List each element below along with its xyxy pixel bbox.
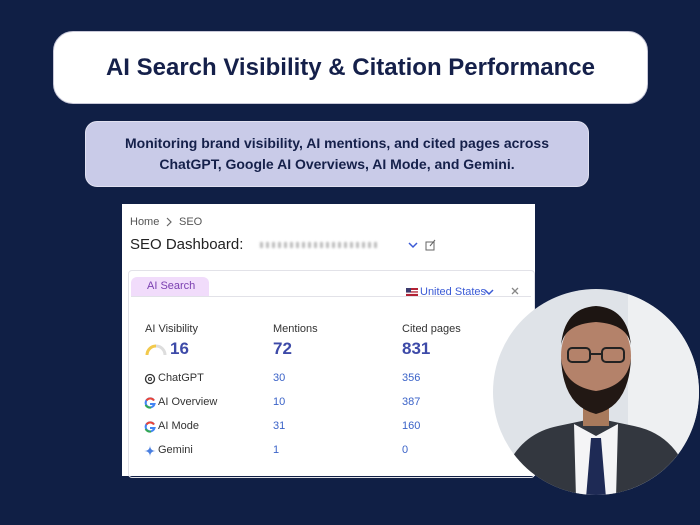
google-icon (144, 421, 156, 433)
column-header: Mentions (273, 323, 318, 335)
mentions[interactable]: 10 (273, 396, 286, 408)
mentions[interactable]: 1 (273, 444, 280, 456)
total: 16 (170, 339, 189, 358)
mentions[interactable]: 31 (273, 420, 286, 432)
row-name: Gemini (158, 444, 193, 456)
tab[interactable] (131, 277, 209, 296)
total: 72 (273, 339, 292, 358)
chatgpt-icon (144, 373, 156, 385)
divider (131, 296, 531, 297)
cited[interactable]: 0 (402, 444, 409, 456)
portrait (493, 289, 699, 495)
gemini-icon (144, 445, 156, 457)
total: 831 (402, 339, 431, 358)
tab-label[interactable]: AI Search (147, 280, 196, 292)
cited[interactable]: 160 (402, 420, 421, 432)
cited[interactable]: 356 (402, 372, 421, 384)
breadcrumb[interactable]: SEO (179, 216, 203, 228)
chevron (484, 289, 494, 296)
card: AI Search United States AI Visibility Me… (128, 270, 535, 478)
row-name: AI Overview (158, 396, 218, 408)
column-header: AI Visibility (145, 323, 198, 335)
column-header: Cited pages (402, 323, 461, 335)
title: AI Search Visibility & Citation Performa… (105, 53, 596, 81)
title-box: AI Search Visibility & Citation Performa… (53, 31, 648, 104)
domain-actions[interactable] (408, 239, 436, 253)
dashboard-title: SEO Dashboard: (130, 236, 244, 253)
flag (406, 288, 418, 296)
country[interactable]: United States (420, 286, 487, 298)
breadcrumb[interactable]: Home (130, 216, 160, 228)
chevron (166, 217, 172, 227)
dashboard: Home SEO SEO Dashboard: AI Search United… (122, 204, 535, 478)
mentions[interactable]: 30 (273, 372, 286, 384)
cited[interactable]: 387 (402, 396, 421, 408)
row-name: AI Mode (158, 420, 199, 432)
close[interactable] (510, 286, 520, 296)
google-icon (144, 397, 156, 409)
row-name: ChatGPT (158, 372, 204, 384)
subtitle-box: Monitoring brand visibility, AI mentions… (85, 121, 589, 187)
blurred-domain (260, 242, 380, 248)
gauge-icon (145, 344, 167, 356)
subtitle: Monitoring brand visibility, AI mentions… (125, 135, 549, 172)
